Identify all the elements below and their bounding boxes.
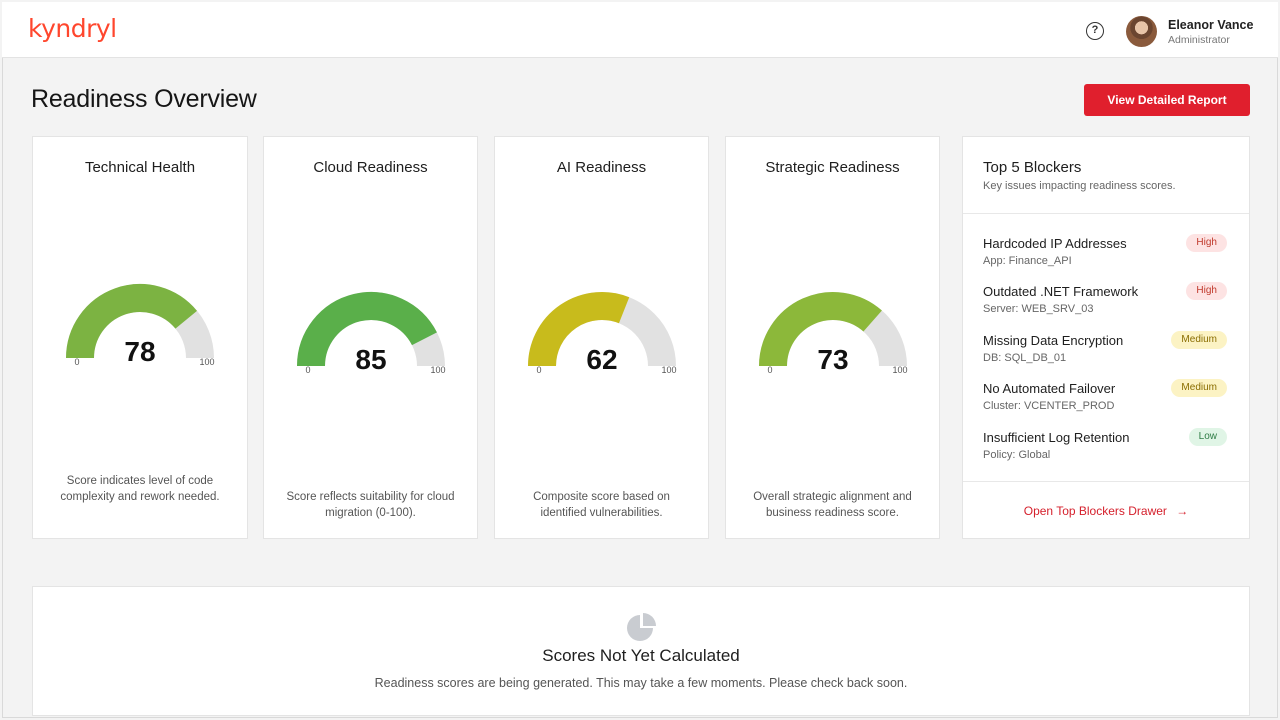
open-top-blockers-drawer-link[interactable]: Open Top Blockers Drawer → [963, 504, 1249, 518]
blocker-title: Insufficient Log Retention [983, 430, 1130, 445]
gauge: 85 0 100 [264, 291, 477, 381]
user-name[interactable]: Eleanor Vance [1168, 18, 1254, 32]
gauge-max-label: 100 [199, 357, 214, 367]
gauge-score: 78 [124, 336, 155, 367]
empty-state-description: Readiness scores are being generated. Th… [374, 676, 908, 690]
gauge-chart: 78 0 100 [66, 284, 215, 367]
kyndryl-logo[interactable]: kyndryl [28, 14, 117, 43]
blocker-title: No Automated Failover [983, 381, 1116, 396]
help-circle-icon[interactable]: ? [1086, 22, 1104, 40]
gauge-card-strategic-readiness: Strategic Readiness 73 0 100 Overall str… [725, 136, 940, 539]
card-title: AI Readiness [556, 159, 647, 176]
gauge-fill [296, 292, 437, 367]
blocker-title: Outdated .NET Framework [983, 284, 1139, 299]
view-detailed-report-button[interactable]: View Detailed Report [1084, 84, 1250, 116]
gauge: 78 0 100 [33, 283, 247, 373]
severity-badge: Medium [1171, 331, 1227, 349]
top-blockers-panel: Top 5 Blockers Key issues impacting read… [962, 136, 1250, 539]
gauge-card-cloud-readiness: Cloud Readiness 85 0 100 Score reflects … [263, 136, 478, 539]
gauge-fill [527, 292, 629, 367]
page-title: Readiness Overview [31, 85, 257, 113]
blocker-item[interactable]: Outdated .NET Framework Server: WEB_SRV_… [983, 282, 1227, 324]
pie-chart-icon [627, 613, 656, 641]
gauge-score: 62 [586, 344, 617, 375]
scores-empty-state: Scores Not Yet Calculated Readiness scor… [32, 586, 1250, 716]
gauge-chart: 73 0 100 [758, 292, 907, 375]
gauge-min-label: 0 [74, 357, 79, 367]
blocker-meta: Server: WEB_SRV_03 [983, 303, 1094, 315]
gauge-min-label: 0 [536, 365, 541, 375]
card-description: Score indicates level of code complexity… [60, 475, 220, 503]
gauge-score: 85 [355, 344, 386, 375]
card-description: Composite score based on identified vuln… [533, 491, 670, 519]
severity-badge: High [1186, 234, 1227, 252]
gauge-max-label: 100 [430, 365, 445, 375]
blocker-meta: App: Finance_API [983, 255, 1072, 267]
blocker-meta: Cluster: VCENTER_PROD [983, 400, 1115, 412]
card-title: Strategic Readiness [765, 159, 900, 176]
gauge: 73 0 100 [726, 291, 939, 381]
blocker-meta: Policy: Global [983, 449, 1051, 461]
gauge-card-ai-readiness: AI Readiness 62 0 100 Composite score ba… [494, 136, 709, 539]
user-role: Administrator [1168, 34, 1230, 46]
gauge-chart: 62 0 100 [527, 292, 676, 375]
gauge-min-label: 0 [305, 365, 310, 375]
blocker-item[interactable]: Insufficient Log Retention Policy: Globa… [983, 428, 1227, 470]
card-title: Technical Health [84, 159, 196, 176]
top-bar: kyndryl ? Eleanor Vance Administrator [2, 2, 1278, 58]
gauge-card-technical-health: Technical Health 78 0 100 Score indicate… [32, 136, 248, 539]
card-title: Cloud Readiness [313, 159, 428, 176]
blocker-meta: DB: SQL_DB_01 [983, 352, 1067, 364]
blocker-item[interactable]: Hardcoded IP Addresses App: Finance_API … [983, 234, 1227, 276]
blockers-title: Top 5 Blockers [983, 159, 1082, 176]
severity-badge: Low [1188, 428, 1227, 446]
arrow-right-icon: → [1176, 504, 1189, 518]
blockers-subtitle: Key issues impacting readiness scores. [983, 180, 1176, 192]
severity-badge: Medium [1171, 379, 1227, 397]
blocker-title: Missing Data Encryption [983, 333, 1124, 348]
gauge-min-label: 0 [767, 365, 772, 375]
gauge-fill [66, 284, 198, 359]
severity-badge: High [1186, 282, 1227, 300]
gauge-score: 73 [817, 344, 848, 375]
avatar[interactable] [1126, 16, 1157, 47]
gauge: 62 0 100 [495, 291, 708, 381]
card-description: Overall strategic alignment and business… [753, 491, 912, 519]
blocker-title: Hardcoded IP Addresses [983, 236, 1127, 251]
card-description: Score reflects suitability for cloud mig… [286, 491, 455, 519]
gauge-max-label: 100 [892, 365, 907, 375]
blocker-item[interactable]: No Automated Failover Cluster: VCENTER_P… [983, 379, 1227, 421]
empty-state-title: Scores Not Yet Calculated [542, 646, 740, 665]
drawer-link-label: Open Top Blockers Drawer [1023, 504, 1167, 518]
divider [963, 213, 1249, 214]
divider [963, 481, 1249, 482]
gauge-max-label: 100 [661, 365, 676, 375]
gauge-fill [758, 292, 882, 367]
gauge-chart: 85 0 100 [296, 292, 445, 375]
blocker-item[interactable]: Missing Data Encryption DB: SQL_DB_01 Me… [983, 331, 1227, 373]
